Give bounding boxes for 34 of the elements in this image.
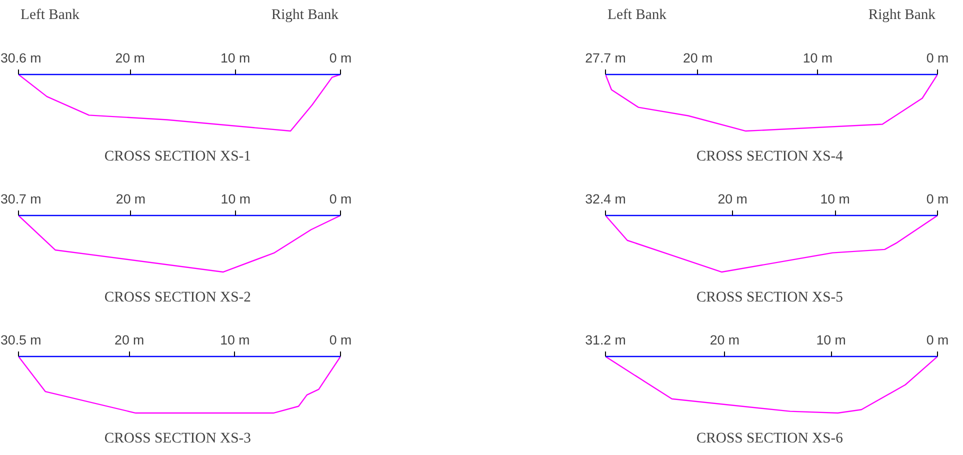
- x-tick-label: 0 m: [329, 192, 352, 206]
- x-tick-label: 10 m: [820, 192, 850, 206]
- x-tick-label: 20 m: [718, 192, 748, 206]
- x-tick-label: 30.7 m: [0, 192, 42, 206]
- text: Right Bank: [868, 7, 936, 23]
- text: CROSS SECTION XS-4: [696, 148, 844, 164]
- x-tick-label: 32.4 m: [585, 192, 626, 206]
- text: Left Bank: [608, 7, 668, 23]
- x-tick-label: 31.2 m: [585, 332, 626, 348]
- x-tick-label: 10 m: [220, 332, 250, 348]
- text: CROSS SECTION XS-2: [104, 290, 251, 306]
- x-tick-label: 0 m: [329, 332, 352, 348]
- x-tick-label: 20 m: [682, 50, 713, 66]
- x-tick-label: 10 m: [220, 192, 250, 206]
- text: Right Bank: [271, 7, 340, 23]
- x-tick-label: 0 m: [926, 332, 949, 348]
- x-tick-label: 0 m: [926, 192, 949, 206]
- x-tick-label: 20 m: [116, 192, 146, 206]
- x-tick-label: 0 m: [926, 50, 949, 66]
- text: Left Bank: [20, 7, 80, 23]
- x-tick-label: 20 m: [710, 332, 740, 348]
- x-tick-label: 27.7 m: [585, 50, 626, 66]
- text: CROSS SECTION XS-6: [696, 430, 843, 446]
- x-tick-label: 20 m: [114, 332, 144, 348]
- x-tick-label: 30.6 m: [0, 50, 42, 66]
- x-tick-label: 20 m: [115, 50, 145, 66]
- text: CROSS SECTION XS-5: [696, 290, 843, 306]
- text: CROSS SECTION XS-3: [104, 430, 251, 446]
- x-tick-label: 30.5 m: [0, 332, 42, 348]
- x-tick-label: 10 m: [802, 50, 832, 66]
- x-tick-label: 10 m: [220, 50, 250, 66]
- x-tick-label: 0 m: [329, 50, 352, 66]
- text: CROSS SECTION XS-1: [104, 148, 251, 164]
- x-tick-label: 10 m: [816, 332, 846, 348]
